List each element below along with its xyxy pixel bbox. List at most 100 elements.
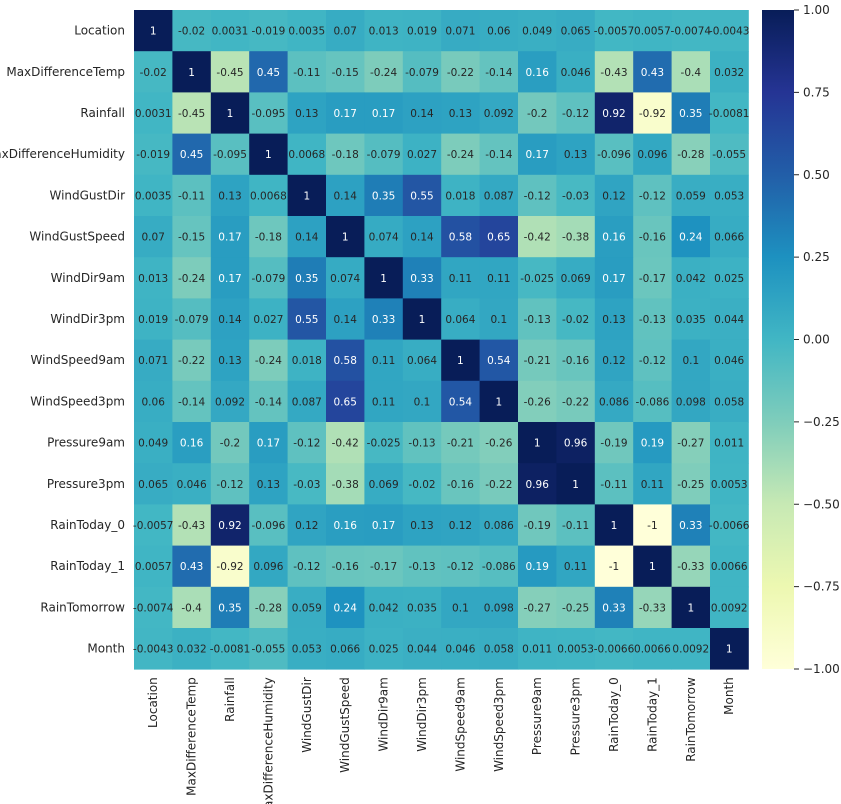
heatmap-cell [671,257,711,299]
heatmap-cell-value: 0.33 [410,273,433,285]
heatmap-cell-value: 0.069 [561,273,591,285]
heatmap-cell-value: 0.066 [714,232,744,244]
heatmap-cell-value: 0.046 [177,479,207,491]
heatmap-cell-value: -0.92 [639,108,666,120]
heatmap-cell [172,628,212,670]
heatmap-cell-value: 1 [380,273,387,285]
heatmap-cell-value: 0.049 [522,26,552,38]
heatmap-cell-value: -0.25 [677,479,704,491]
heatmap-cell-value: 0.049 [138,438,168,450]
heatmap-cell-value: -0.17 [639,273,666,285]
heatmap-cell [671,174,711,217]
heatmap-cell-value: 0.13 [564,149,587,161]
heatmap-cell-value: -0.0081 [709,108,750,120]
heatmap-cell-value: -0.0057 [594,26,635,38]
heatmap-cell-value: 0.019 [407,26,437,38]
heatmap-cell [710,504,749,546]
heatmap-cell-value: -0.14 [485,149,512,161]
heatmap-cell-value: 0.14 [334,314,358,326]
heatmap-cell [441,628,480,670]
heatmap-cell [710,92,749,134]
heatmap-cell [402,628,442,670]
heatmap-cell [594,174,634,217]
heatmap-cell [710,174,749,217]
heatmap-cell-value: 0.11 [641,479,664,491]
heatmap-cell-value: -0.2 [527,108,548,120]
heatmap-cell [364,92,404,134]
heatmap-cell [326,51,365,93]
heatmap-cell-value: 0.1 [490,314,507,326]
heatmap-cell-annotations: 1 -0.02 0.0031 -0.019 0.0035 0.07 0.013 0.019 0.… [133,26,750,656]
heatmap-cell [134,545,173,588]
heatmap-cell [210,586,250,629]
heatmap-cell-value: 0.098 [676,396,706,408]
heatmap-cell [134,257,173,299]
heatmap-cell [441,133,480,176]
heatmap-cell-value: -0.079 [367,149,401,161]
heatmap-cell [364,545,404,588]
heatmap-cell [441,380,480,423]
heatmap-cell [402,545,442,588]
row-label: RainTomorrow [40,600,125,614]
heatmap-cell-value: 0.065 [138,479,168,491]
heatmap-cell-value: 0.12 [602,190,625,202]
heatmap-cell-value: 0.058 [484,644,514,656]
heatmap-cell [172,586,212,629]
heatmap-cell-value: -0.4 [681,67,702,79]
heatmap-cell [134,51,173,93]
heatmap-cell-value: 0.059 [292,602,322,614]
heatmap-cell [287,216,327,258]
heatmap-cell-value: -0.079 [251,273,285,285]
heatmap-cell [210,463,250,505]
heatmap-cell-value: -0.24 [255,355,282,367]
column-label: WindDir9am [377,677,391,751]
heatmap-cell-value: 0.059 [676,190,706,202]
heatmap-cell-value: 0.96 [564,438,588,450]
column-label: RainTomorrow [684,677,698,762]
heatmap-cell-value: 0.0066 [711,561,748,573]
heatmap-cell-value: 0.13 [257,479,280,491]
heatmap-cell [210,298,250,340]
column-label: Rainfall [223,677,237,722]
heatmap-cell [479,10,519,52]
heatmap-cell-value: 0.0068 [250,190,287,202]
heatmap-cell-value: -0.079 [175,314,209,326]
heatmap-cell [518,174,557,217]
heatmap-cell-value: 0.064 [445,314,475,326]
heatmap-cell-value: 0.06 [142,396,166,408]
heatmap-cell-value: 0.11 [372,355,395,367]
heatmap-cell-value: -0.019 [136,149,170,161]
heatmap-cell-value: 1 [457,355,464,367]
heatmap-cell-value: 0.55 [295,314,318,326]
heatmap-cell [287,628,327,670]
row-label: Rainfall [80,106,125,120]
colorbar-tick-label: −0.25 [803,415,840,429]
heatmap-cell-value: 0.064 [407,355,437,367]
heatmap-cell [249,463,288,505]
heatmap-cell-value: 0.12 [295,520,318,532]
heatmap-cell-value: 0.14 [218,314,242,326]
heatmap-cell [364,10,404,52]
heatmap-cell-value: 0.35 [295,273,318,285]
colorbar-tick-label: 0.50 [803,168,830,182]
heatmap-cell [633,174,672,217]
heatmap-cell [326,257,365,299]
heatmap-cell-value: 0.43 [180,561,203,573]
heatmap-cell [249,504,288,546]
column-label: WindDir3pm [415,677,429,752]
heatmap-cell [671,504,711,546]
heatmap-cell-value: 0.24 [679,232,703,244]
heatmap-cell-value: -0.28 [677,149,704,161]
heatmap-cell [633,586,672,629]
heatmap-cell [556,504,596,546]
heatmap-cell-value: -0.38 [332,479,359,491]
heatmap-cell-value: 1 [303,190,310,202]
heatmap-cell [210,216,250,258]
heatmap-cell [441,504,480,546]
heatmap-cell-value: -0.13 [524,314,551,326]
heatmap-cell [134,586,173,629]
heatmap-cell [479,92,519,134]
heatmap-cell-value: -0.22 [485,479,512,491]
heatmap-cell [441,174,480,217]
column-label: Location [146,677,160,728]
